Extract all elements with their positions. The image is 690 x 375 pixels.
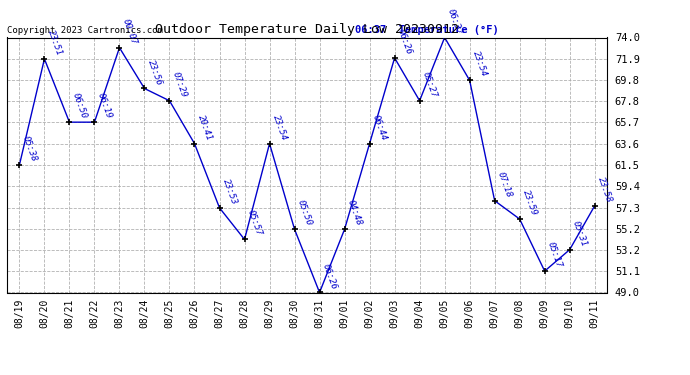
- Text: 07:18: 07:18: [496, 170, 513, 199]
- Text: 00:07: 00:07: [121, 17, 139, 46]
- Text: 06:37  Temperature (°F): 06:37 Temperature (°F): [355, 25, 499, 35]
- Text: 05:50: 05:50: [296, 199, 313, 227]
- Text: 05:27: 05:27: [421, 70, 439, 99]
- Text: 05:17: 05:17: [546, 241, 564, 269]
- Text: 23:58: 23:58: [596, 176, 613, 204]
- Text: 23:51: 23:51: [46, 28, 63, 57]
- Text: 23:54: 23:54: [471, 50, 489, 78]
- Text: 06:26: 06:26: [321, 262, 339, 291]
- Text: 06:19: 06:19: [96, 92, 113, 120]
- Text: 04:48: 04:48: [346, 199, 364, 227]
- Text: 06:37: 06:37: [446, 7, 464, 36]
- Text: 07:29: 07:29: [170, 70, 188, 99]
- Text: 05:57: 05:57: [246, 209, 264, 237]
- Text: 05:38: 05:38: [21, 135, 39, 163]
- Text: 06:26: 06:26: [396, 27, 413, 56]
- Text: 05:31: 05:31: [571, 219, 589, 248]
- Text: 23:54: 23:54: [270, 113, 288, 141]
- Text: 06:44: 06:44: [371, 113, 388, 141]
- Text: 20:41: 20:41: [196, 113, 213, 141]
- Text: 23:56: 23:56: [146, 58, 164, 87]
- Title: Outdoor Temperature Daily Low 20230912: Outdoor Temperature Daily Low 20230912: [155, 23, 459, 36]
- Text: 23:59: 23:59: [521, 189, 539, 217]
- Text: 06:50: 06:50: [70, 92, 88, 120]
- Text: 23:53: 23:53: [221, 177, 239, 206]
- Text: Copyright 2023 Cartronics.com: Copyright 2023 Cartronics.com: [7, 26, 163, 35]
